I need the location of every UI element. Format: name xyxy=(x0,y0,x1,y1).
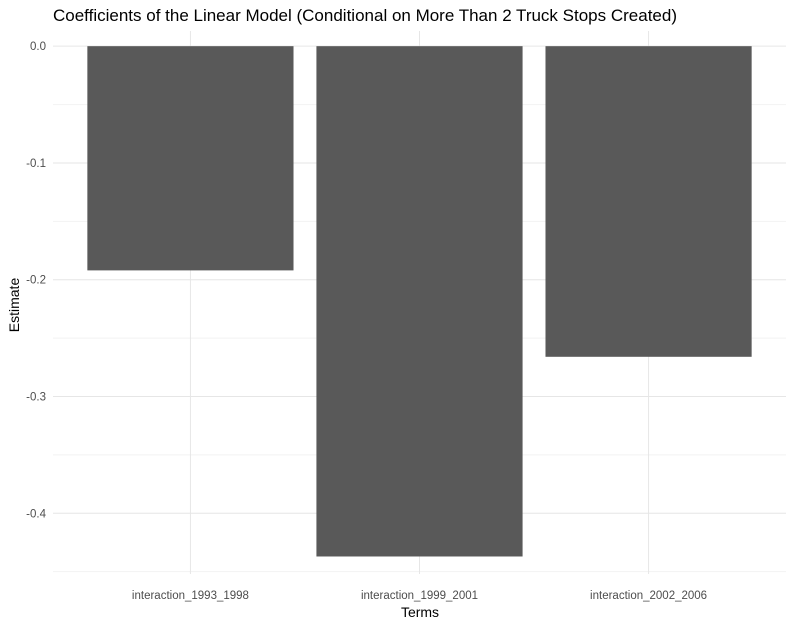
chart-title: Coefficients of the Linear Model (Condit… xyxy=(53,6,677,25)
x-tick-labels: interaction_1993_1998 interaction_1999_20… xyxy=(132,590,707,602)
y-tick-label: 0.0 xyxy=(30,41,46,53)
bar-layer xyxy=(87,46,752,557)
x-tick-label: interaction_2002_2006 xyxy=(590,590,707,602)
x-tick-label: interaction_1999_2001 xyxy=(361,590,478,602)
y-tick-labels: 0.0 -0.1 -0.2 -0.3 -0.4 xyxy=(26,41,46,520)
x-axis-title: Terms xyxy=(401,604,439,620)
y-tick-label: -0.3 xyxy=(26,392,46,404)
x-tick-label: interaction_1993_1998 xyxy=(132,590,249,602)
y-tick-label: -0.1 xyxy=(26,158,46,170)
y-tick-label: -0.4 xyxy=(26,508,46,520)
bar-interaction_1993_1998 xyxy=(87,46,294,271)
y-tick-label: -0.2 xyxy=(26,275,46,287)
bar-interaction_1999_2001 xyxy=(316,46,523,557)
bar-interaction_2002_2006 xyxy=(545,46,752,357)
y-axis-title: Estimate xyxy=(6,278,22,333)
